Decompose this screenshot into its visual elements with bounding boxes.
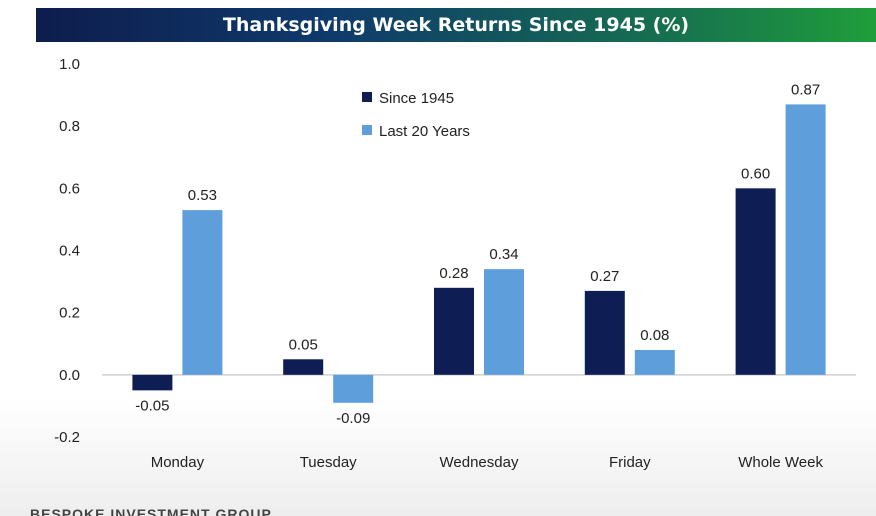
x-tick-label: Whole Week <box>738 454 823 471</box>
legend-label: Last 20 Years <box>379 123 470 140</box>
source-footer: BESPOKE INVESTMENT GROUP <box>30 506 272 516</box>
bar-last-20-years <box>785 104 826 375</box>
y-tick-label: -0.2 <box>54 429 80 446</box>
x-tick-label: Wednesday <box>440 454 519 471</box>
data-label: -0.05 <box>135 397 169 414</box>
bar-last-20-years <box>333 374 374 403</box>
legend-swatch <box>362 125 372 135</box>
bar-since-1945 <box>132 374 173 391</box>
data-label: 0.27 <box>590 268 619 285</box>
y-tick-label: 0.8 <box>59 118 80 135</box>
chart-title: Thanksgiving Week Returns Since 1945 (%) <box>222 14 690 36</box>
data-label: 0.05 <box>289 336 318 353</box>
data-label: 0.87 <box>791 81 820 98</box>
bar-last-20-years <box>484 269 524 375</box>
x-tick-label: Friday <box>609 454 651 471</box>
title-bar: Thanksgiving Week Returns Since 1945 (%) <box>36 8 876 42</box>
y-tick-label: 1.0 <box>59 56 80 73</box>
data-label: 0.53 <box>188 187 217 204</box>
y-tick-label: 0.4 <box>59 243 80 260</box>
data-label: 0.28 <box>439 265 468 282</box>
legend-label: Since 1945 <box>379 90 454 107</box>
bar-last-20-years <box>634 349 675 375</box>
bar-last-20-years <box>182 210 223 375</box>
data-label: 0.08 <box>640 327 669 344</box>
bar-since-1945 <box>584 290 625 375</box>
bar-since-1945 <box>283 359 324 375</box>
x-tick-label: Tuesday <box>300 454 357 471</box>
data-label: 0.60 <box>741 165 770 182</box>
y-tick-label: 0.6 <box>59 180 80 197</box>
x-tick-label: Monday <box>151 454 205 471</box>
bar-since-1945 <box>434 287 474 375</box>
bar-since-1945 <box>735 188 776 375</box>
y-tick-label: 0.2 <box>59 305 80 322</box>
data-label: 0.34 <box>489 246 518 263</box>
legend-swatch <box>362 92 372 102</box>
data-label: -0.09 <box>336 410 370 427</box>
y-tick-label: 0.0 <box>59 367 80 384</box>
